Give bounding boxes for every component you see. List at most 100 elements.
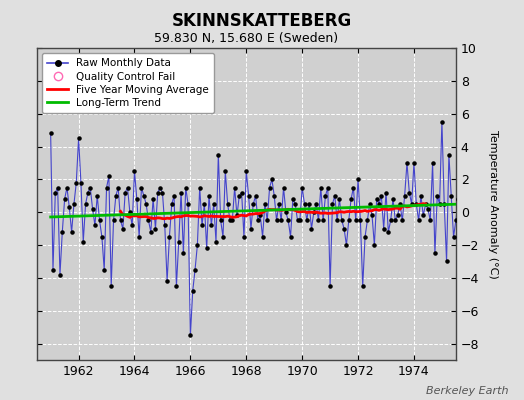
Point [356,217,365,224]
Point [331,192,339,199]
Point [333,217,341,224]
Point [68,229,76,235]
Point [492,184,500,191]
Point [349,184,357,191]
Point [228,217,236,224]
Point [156,184,165,191]
Point [456,168,465,174]
Point [305,201,313,207]
Point [133,196,141,202]
Point [174,238,183,245]
Point [205,192,213,199]
Point [212,238,220,245]
Point [337,217,346,224]
Point [314,217,323,224]
Point [400,192,409,199]
Point [477,184,486,191]
Point [375,201,383,207]
Point [379,226,388,232]
Point [249,201,257,207]
Point [93,192,102,199]
Point [51,189,60,196]
Text: SKINNSKATTEBERG: SKINNSKATTEBERG [172,12,352,30]
Point [363,217,372,224]
Point [482,217,490,224]
Point [335,196,344,202]
Point [207,222,215,228]
Point [354,176,362,182]
Point [95,217,104,224]
Point [58,229,67,235]
Point [277,217,286,224]
Point [165,234,173,240]
Point [310,209,318,216]
Point [447,192,455,199]
Point [112,192,120,199]
Point [170,192,178,199]
Point [49,266,57,273]
Point [223,201,232,207]
Point [484,192,493,199]
Point [461,192,470,199]
Point [102,184,111,191]
Point [389,196,397,202]
Point [471,250,479,256]
Text: Berkeley Earth: Berkeley Earth [426,386,508,396]
Point [158,189,167,196]
Point [70,201,78,207]
Point [177,189,185,196]
Point [412,201,420,207]
Point [328,201,336,207]
Point [56,272,64,278]
Point [254,217,262,224]
Point [168,201,176,207]
Point [214,152,223,158]
Point [479,201,488,207]
Title: 59.830 N, 15.680 E (Sweden): 59.830 N, 15.680 E (Sweden) [154,32,339,46]
Point [195,184,204,191]
Point [298,184,307,191]
Point [154,189,162,196]
Point [142,201,150,207]
Point [463,250,472,256]
Point [139,192,148,199]
Point [47,130,55,136]
Point [258,234,267,240]
Point [414,217,423,224]
Point [410,160,418,166]
Point [358,283,367,289]
Point [300,201,309,207]
Point [403,160,411,166]
Point [65,204,73,210]
Point [321,192,330,199]
Point [405,189,413,196]
Point [231,184,239,191]
Point [186,332,194,338]
Point [366,201,374,207]
Point [265,184,274,191]
Point [105,173,113,179]
Point [261,201,269,207]
Point [121,189,129,196]
Point [97,234,106,240]
Point [326,283,334,289]
Point [345,217,353,224]
Point [114,184,123,191]
Point [244,192,253,199]
Point [431,250,439,256]
Point [268,176,276,182]
Point [394,212,402,219]
Point [429,160,437,166]
Point [454,196,462,202]
Point [421,201,430,207]
Point [116,217,125,224]
Point [81,201,90,207]
Point [424,206,432,212]
Point [247,226,255,232]
Point [118,226,127,232]
Point [377,192,386,199]
Point [79,238,88,245]
Point [438,119,446,125]
Point [200,201,209,207]
Point [100,266,108,273]
